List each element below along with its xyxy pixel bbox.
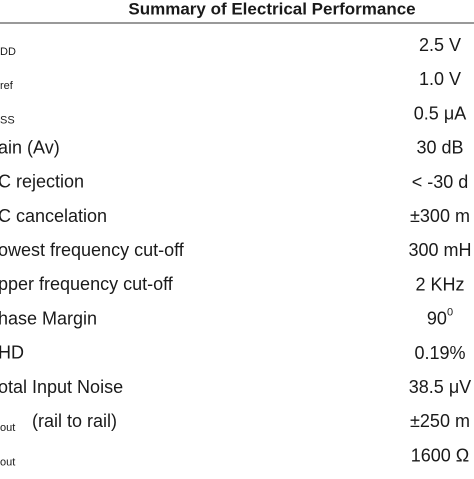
table-title: Summary of Electrical Performance: [128, 0, 415, 18]
row-value: 0.19%: [414, 343, 465, 363]
row-value: < -30 d: [412, 172, 469, 192]
value-text: 90: [427, 308, 447, 328]
value-text: 0.19%: [414, 343, 465, 363]
value-text: 30 dB: [416, 137, 463, 157]
value-text: 0.5 μA: [414, 103, 466, 123]
row-value: 0.5 μA: [414, 103, 466, 123]
label-subscript: DD: [0, 46, 16, 58]
label-subscript: ref: [0, 80, 14, 92]
row-value: 1600 Ω: [411, 445, 470, 465]
row-value: 2 KHz: [415, 274, 464, 294]
value-text: 2.5 V: [419, 35, 461, 55]
value-text: ±300 m: [410, 206, 470, 226]
row-label: pper frequency cut-off: [0, 274, 174, 294]
row-label: HD: [0, 343, 24, 363]
value-text: 300 mH: [408, 240, 471, 260]
value-text: 2 KHz: [415, 274, 464, 294]
row-value: 1.0 V: [419, 69, 461, 89]
row-label: (rail to rail): [32, 411, 117, 431]
value-text: 1600 Ω: [411, 445, 470, 465]
row-value: 30 dB: [416, 137, 463, 157]
value-text: < -30 d: [412, 172, 469, 192]
value-text: 1.0 V: [419, 69, 461, 89]
label-subscript: out: [0, 422, 15, 434]
row-value: 300 mH: [408, 240, 471, 260]
row-value: ±250 m: [410, 411, 470, 431]
row-value: 38.5 μV: [409, 377, 471, 397]
row-label: owest frequency cut-off: [0, 240, 185, 260]
row-value: 900: [427, 307, 453, 329]
row-label: ain (Av): [0, 137, 60, 157]
label-subscript: out: [0, 456, 15, 468]
value-superscript: 0: [447, 307, 453, 319]
row-label: C rejection: [0, 172, 84, 192]
row-label: C cancelation: [0, 206, 107, 226]
row-label: hase Margin: [0, 308, 97, 328]
value-text: ±250 m: [410, 411, 470, 431]
row-value: 2.5 V: [419, 35, 461, 55]
value-text: 38.5 μV: [409, 377, 471, 397]
row-label: otal Input Noise: [0, 377, 123, 397]
row-value: ±300 m: [410, 206, 470, 226]
label-subscript: SS: [0, 114, 15, 126]
